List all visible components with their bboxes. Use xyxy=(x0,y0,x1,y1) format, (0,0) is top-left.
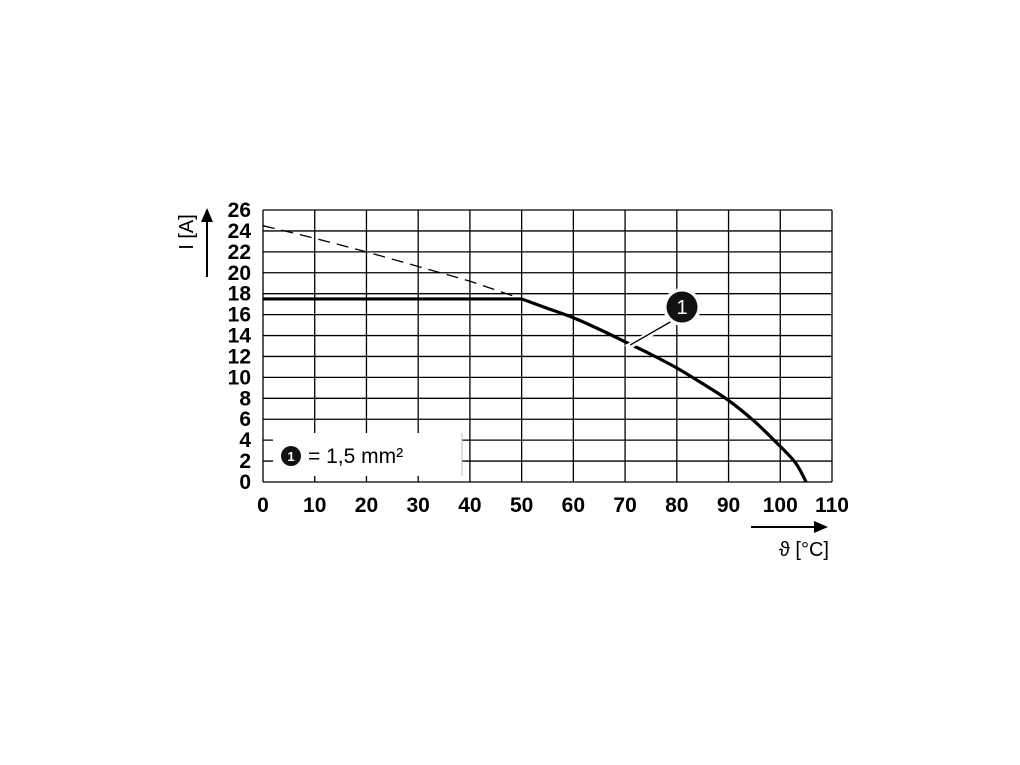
x-axis-label-group: ϑ [°C] xyxy=(751,521,829,561)
x-axis-arrow-icon xyxy=(814,521,828,533)
y-tick-label: 0 xyxy=(239,471,251,494)
legend-background xyxy=(273,433,462,476)
x-tick-label: 70 xyxy=(613,494,636,517)
legend-text: = 1,5 mm² xyxy=(308,445,403,468)
y-tick-label: 22 xyxy=(228,241,251,264)
y-tick-label: 8 xyxy=(239,387,251,410)
legend-badge-text: 1 xyxy=(287,449,294,464)
x-tick-label: 60 xyxy=(562,494,585,517)
x-tick-labels: 0 10 20 30 40 50 60 70 80 90 100 110 xyxy=(257,494,849,517)
annotation-badge-text: 1 xyxy=(676,297,687,319)
y-tick-label: 14 xyxy=(228,325,252,348)
x-tick-label: 40 xyxy=(458,494,481,517)
x-tick-label: 110 xyxy=(815,494,849,517)
annotation-leader-line xyxy=(629,320,673,346)
x-tick-label: 90 xyxy=(717,494,740,517)
y-tick-label: 10 xyxy=(228,366,251,389)
y-tick-label: 18 xyxy=(228,283,252,306)
legend-box: 1 = 1,5 mm² xyxy=(273,433,463,476)
y-tick-label: 16 xyxy=(228,304,251,327)
x-tick-label: 10 xyxy=(303,494,326,517)
x-tick-label: 100 xyxy=(763,494,798,517)
y-tick-label: 4 xyxy=(239,429,251,452)
y-tick-label: 24 xyxy=(228,220,252,243)
x-tick-label: 20 xyxy=(355,494,378,517)
x-tick-label: 30 xyxy=(407,494,430,517)
curve-annotation: 1 xyxy=(624,288,701,351)
y-tick-label: 20 xyxy=(228,262,251,285)
y-tick-label: 12 xyxy=(228,345,251,368)
chart-series xyxy=(262,225,808,483)
y-axis-label-group: I [A] xyxy=(176,208,213,277)
y-tick-label: 6 xyxy=(239,408,251,431)
y-axis-label: I [A] xyxy=(176,214,198,250)
x-tick-label: 50 xyxy=(510,494,533,517)
annotation-badge-icon xyxy=(666,291,698,323)
y-axis-arrow-icon xyxy=(201,208,213,222)
legend-badge-icon xyxy=(281,446,301,466)
chart-grid xyxy=(262,209,833,483)
x-axis-label: ϑ [°C] xyxy=(779,539,829,561)
x-tick-label: 80 xyxy=(665,494,688,517)
series-line-1 xyxy=(263,297,808,483)
series-dashed-line xyxy=(262,225,522,300)
x-tick-label: 0 xyxy=(257,494,269,517)
y-tick-label: 26 xyxy=(228,199,251,222)
y-tick-label: 2 xyxy=(239,450,251,473)
